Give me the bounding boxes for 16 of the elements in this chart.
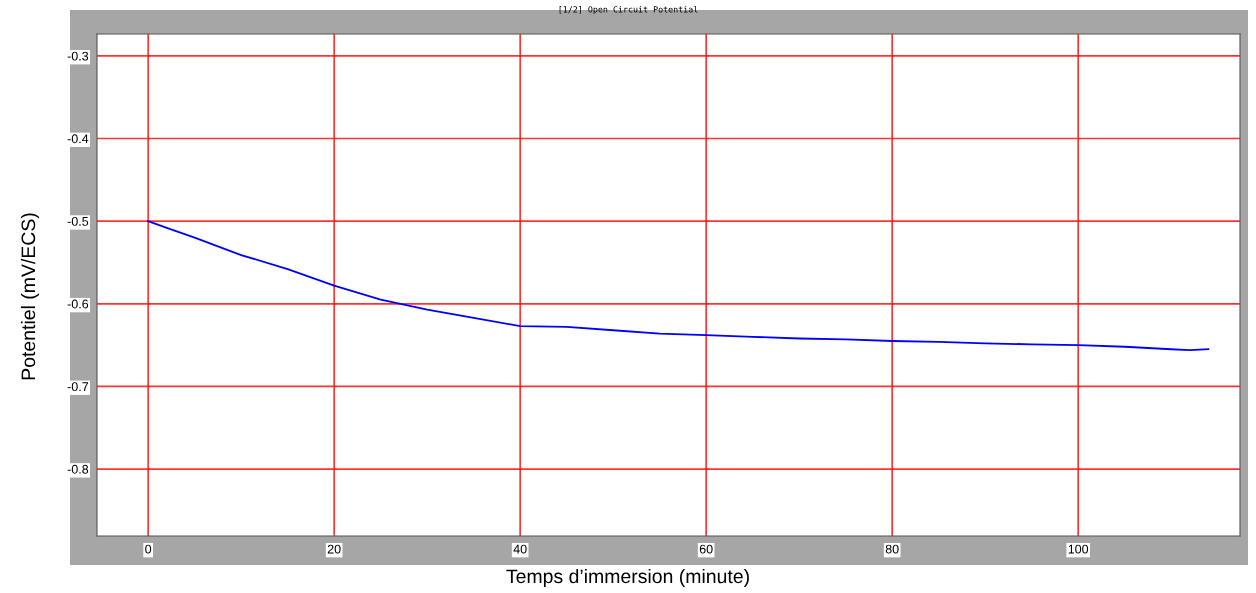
y-tick-label: -0.8 [67, 464, 89, 474]
y-tick-label: -0.7 [67, 382, 89, 392]
x-tick-label: 80 [885, 544, 899, 554]
x-tick-label: 100 [1068, 544, 1089, 554]
x-tick-label: 0 [145, 544, 152, 554]
y-tick-label: -0.4 [67, 134, 89, 144]
y-tick-label: -0.5 [67, 216, 89, 226]
line-series [147, 220, 1210, 351]
y-axis-title: Potentiel (mV/ECS) [20, 213, 40, 380]
x-axis-title: Temps d’immersion (minute) [506, 568, 749, 588]
chart-title: [1/2] Open Circuit Potential [559, 6, 698, 15]
x-tick-label: 20 [327, 544, 341, 554]
x-tick-label: 60 [699, 544, 713, 554]
x-tick-label: 40 [513, 544, 527, 554]
y-tick-label: -0.6 [67, 299, 89, 309]
y-tick-label: -0.3 [67, 51, 89, 61]
